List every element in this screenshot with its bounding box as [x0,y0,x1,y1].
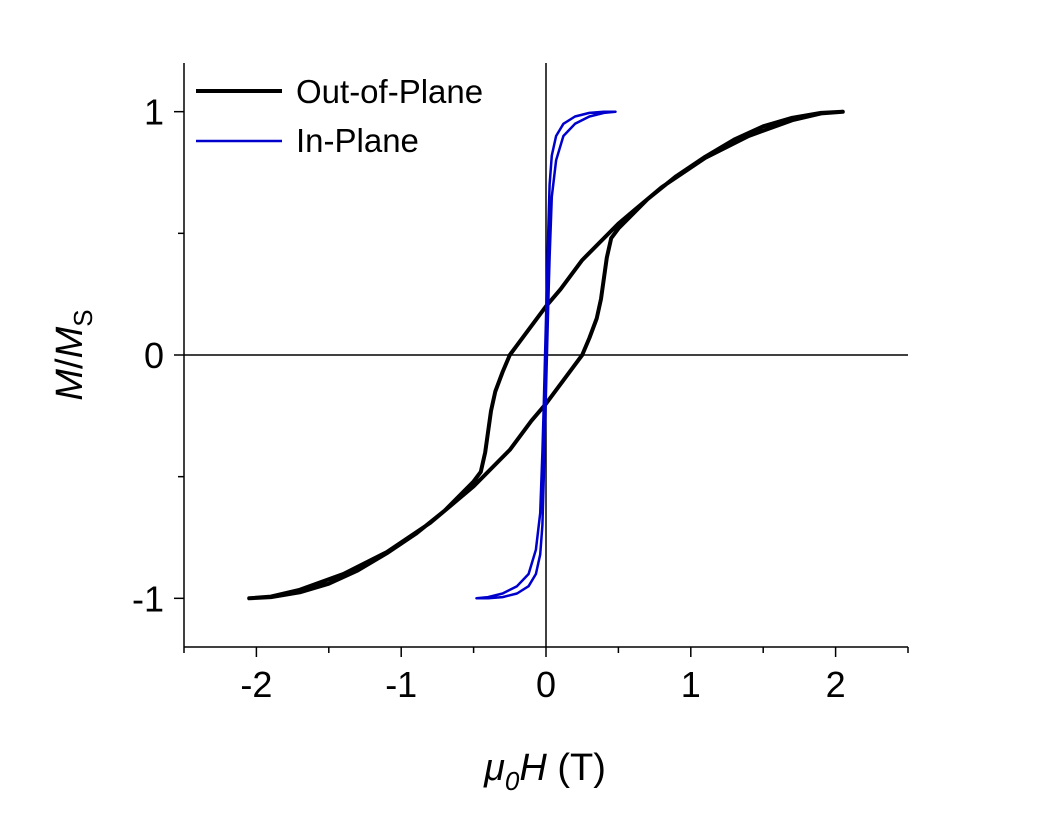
y-axis-ms: M [49,326,91,358]
x-axis-mu-subscript: 0 [505,766,520,796]
y-axis-m: M [49,369,91,401]
x-tick-label: 1 [681,664,701,705]
y-tick-label: 1 [144,92,164,133]
series-line-out-of-plane [247,109,845,601]
x-axis-variable: H [519,747,547,789]
y-tick-label: 0 [144,335,164,376]
axis-ticks: -2 -1 0 1 2 -1 0 1 [132,92,909,705]
y-axis-slash: / [49,358,91,369]
legend: Out-of-Plane In-Plane [196,73,483,159]
series-layer [247,109,845,601]
x-tick-label: 0 [536,664,556,705]
x-tick-label: -1 [385,664,417,705]
legend-label-out-of-plane: Out-of-Plane [296,73,483,110]
y-axis-ms-subscript: S [68,309,98,326]
x-axis-unit: (T) [547,747,606,789]
x-axis-title: μ0H (T) [483,747,606,796]
series-line-in-plane [475,110,617,600]
legend-label-in-plane: In-Plane [296,122,419,159]
y-tick-label: -1 [132,578,164,619]
y-axis-title: M/MS [49,309,98,400]
x-axis-mu: μ [483,747,505,789]
x-tick-label: -2 [240,664,272,705]
x-tick-label: 2 [826,664,846,705]
